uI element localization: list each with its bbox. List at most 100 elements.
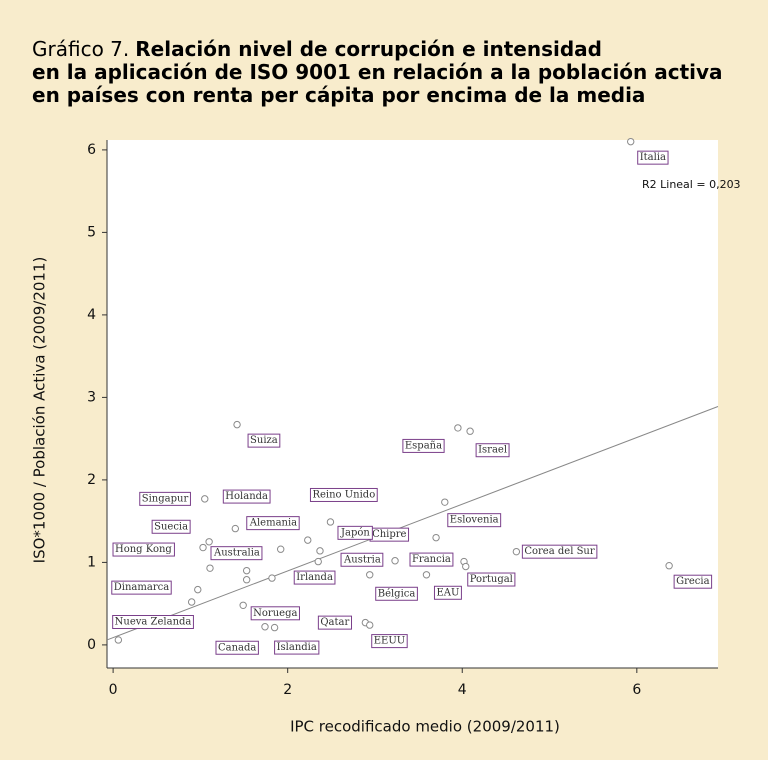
- label-box: [637, 150, 669, 165]
- point-label: Suiza: [250, 435, 278, 446]
- point: [206, 564, 214, 572]
- x-tick-label: 4: [458, 682, 467, 698]
- point: [261, 623, 269, 631]
- point-label: Suecia: [154, 521, 188, 532]
- point: [627, 137, 635, 146]
- point-label: Bélgica: [378, 588, 416, 599]
- point-label: Eslovenia: [450, 515, 499, 526]
- point-label: Holanda: [225, 491, 268, 502]
- label-box: [433, 585, 462, 600]
- point: [242, 566, 251, 575]
- point: [422, 571, 431, 579]
- point: [242, 576, 251, 584]
- point-label: España: [405, 440, 442, 451]
- point-label: Nueva Zelanda: [115, 617, 192, 628]
- point-label: Australia: [213, 548, 260, 559]
- chart-title: Gráfico 7. Relación nivel de corrupción e…: [32, 37, 723, 107]
- point-label: Reino Unido: [312, 489, 375, 500]
- point-label: Canada: [218, 642, 256, 653]
- y-tick-label: 5: [87, 224, 96, 240]
- label-box: [402, 438, 445, 453]
- point: [665, 562, 673, 570]
- label-box: [340, 552, 384, 567]
- label-box: [475, 443, 510, 458]
- point: [276, 545, 285, 553]
- label-box: [447, 513, 502, 528]
- x-tick-label: 0: [109, 682, 118, 698]
- title-line: Relación nivel de corrupción e intensida…: [135, 37, 602, 61]
- x-axis-label: IPC recodificado medio (2009/2011): [290, 718, 560, 736]
- point-label: Islandia: [277, 642, 317, 653]
- point: [231, 524, 240, 533]
- title-prefix: Gráfico 7.: [32, 37, 129, 61]
- label-box: [222, 489, 271, 504]
- y-tick-label: 6: [87, 142, 96, 158]
- point: [199, 543, 207, 552]
- point: [114, 636, 123, 644]
- label-box: [293, 570, 336, 585]
- label-box: [274, 640, 320, 655]
- label-box: [673, 574, 713, 589]
- point: [187, 598, 196, 606]
- label-box: [112, 542, 175, 557]
- point-label: Italia: [640, 152, 666, 163]
- point-label: Qatar: [320, 617, 349, 628]
- point: [466, 427, 474, 435]
- y-axis-label: ISO*1000 / Población Activa (2009/2011): [31, 257, 49, 564]
- point-label: Irlanda: [296, 572, 333, 583]
- point-label: Japón: [340, 527, 370, 538]
- y-tick-label: 3: [87, 389, 96, 405]
- point: [268, 574, 276, 582]
- point-label: Dinamarca: [114, 582, 169, 593]
- point: [454, 424, 462, 432]
- label-box: [309, 487, 378, 502]
- label-box: [210, 546, 263, 561]
- point: [432, 533, 440, 542]
- point: [304, 536, 312, 544]
- y-tick-label: 2: [87, 472, 96, 488]
- label-box: [317, 615, 353, 630]
- point-label: Francia: [412, 554, 451, 565]
- point: [233, 420, 241, 429]
- y-tick-label: 0: [87, 637, 96, 653]
- label-box: [521, 544, 598, 559]
- label-box: [139, 491, 191, 506]
- title-line: en países con renta per cápita por encim…: [32, 83, 645, 107]
- label-box: [111, 580, 172, 595]
- title-line: en la aplicación de ISO 9001 en relación…: [32, 60, 723, 84]
- point-label: Noruega: [253, 608, 297, 619]
- point: [441, 498, 449, 506]
- point-label: Israel: [478, 445, 507, 456]
- point: [326, 518, 335, 526]
- label-box: [247, 433, 281, 448]
- point-label: Singapur: [142, 493, 189, 504]
- point-label: Hong Kong: [115, 544, 172, 555]
- point-label: Portugal: [470, 574, 513, 585]
- y-tick-label: 4: [87, 307, 96, 323]
- point: [205, 538, 213, 546]
- label-box: [375, 586, 418, 601]
- point-label: Corea del Sur: [524, 546, 594, 557]
- fit-line: [106, 406, 719, 641]
- point: [462, 562, 470, 571]
- point: [366, 571, 374, 579]
- point: [366, 621, 374, 629]
- point-label: Grecia: [676, 576, 709, 587]
- label-box: [112, 615, 194, 629]
- point: [512, 547, 521, 556]
- plot-area: [107, 140, 718, 668]
- point-label: Chipre: [372, 529, 406, 540]
- label-box: [467, 572, 516, 587]
- point: [316, 547, 324, 555]
- label-box: [215, 640, 259, 655]
- point: [270, 623, 279, 632]
- annotation: R2 Lineal = 0,203: [642, 178, 741, 191]
- point: [314, 557, 322, 566]
- point: [239, 601, 247, 609]
- y-tick-label: 1: [87, 554, 96, 570]
- label-box: [250, 606, 300, 621]
- label-box: [337, 525, 373, 540]
- point-label: Alemania: [249, 518, 297, 529]
- point-label: EAU: [436, 587, 459, 598]
